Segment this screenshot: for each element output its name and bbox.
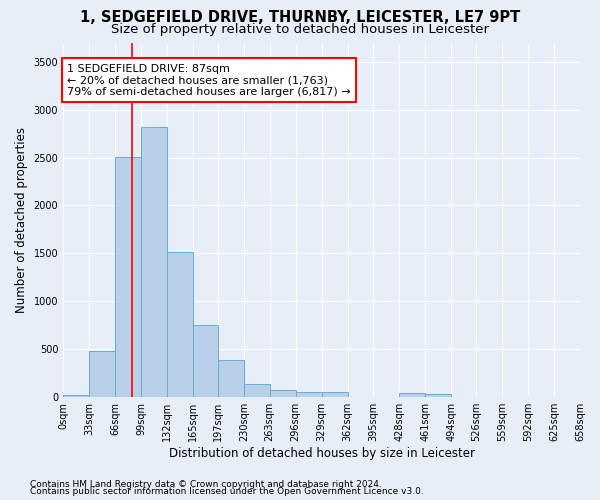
Text: Size of property relative to detached houses in Leicester: Size of property relative to detached ho… — [111, 22, 489, 36]
Text: 1, SEDGEFIELD DRIVE, THURNBY, LEICESTER, LE7 9PT: 1, SEDGEFIELD DRIVE, THURNBY, LEICESTER,… — [80, 10, 520, 25]
Bar — [244, 384, 270, 397]
Bar — [63, 396, 89, 397]
Bar — [115, 156, 141, 397]
Bar — [425, 394, 451, 397]
Bar — [193, 326, 218, 397]
Bar — [296, 392, 322, 397]
Text: Contains public sector information licensed under the Open Government Licence v3: Contains public sector information licen… — [30, 487, 424, 496]
Y-axis label: Number of detached properties: Number of detached properties — [15, 127, 28, 313]
Bar — [400, 393, 425, 397]
Bar — [322, 392, 347, 397]
Text: 1 SEDGEFIELD DRIVE: 87sqm
← 20% of detached houses are smaller (1,763)
79% of se: 1 SEDGEFIELD DRIVE: 87sqm ← 20% of detac… — [67, 64, 351, 97]
Bar — [167, 252, 193, 397]
Bar — [218, 360, 244, 397]
Bar — [141, 127, 167, 397]
Bar — [89, 351, 115, 397]
X-axis label: Distribution of detached houses by size in Leicester: Distribution of detached houses by size … — [169, 447, 475, 460]
Bar — [270, 390, 296, 397]
Text: Contains HM Land Registry data © Crown copyright and database right 2024.: Contains HM Land Registry data © Crown c… — [30, 480, 382, 489]
